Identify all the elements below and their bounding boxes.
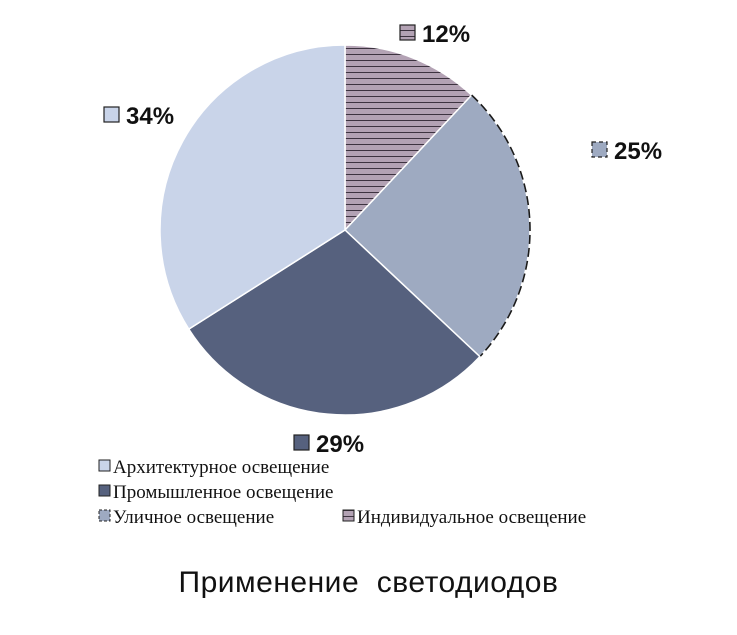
legend-swatch [98,459,111,472]
data-label-text: 29% [316,431,364,458]
chart-title: Применение светодиодов [178,566,559,599]
data-label-text: 12% [422,21,470,48]
data-label-text: 34% [126,103,174,130]
data-label-swatch [399,24,416,41]
data-label-swatch [591,141,608,158]
pie-chart: 12% 25% 29% 34% Архитектурное освещение Пром… [98,21,662,528]
data-label-уличное-освещение: 25% [591,138,662,165]
data-label-text: 25% [614,138,662,165]
legend-swatch [98,484,111,497]
legend-label: Промышленное освещение [113,482,333,503]
data-label-swatch [103,106,120,123]
data-label-архитектурное-освещение: 34% [103,103,174,130]
legend-item-промышленное-освещение: Промышленное освещение [98,482,333,503]
data-label-индивидуальное-освещение: 12% [399,21,470,48]
data-label-swatch [293,434,310,451]
legend-item-уличное-освещение: Уличное освещение [98,507,274,528]
legend-swatch [98,509,111,522]
legend-label: Уличное освещение [113,507,274,528]
pie-slice-индивидуальное-освещение [344,44,473,232]
legend-swatch [342,509,355,522]
legend-item-архитектурное-освещение: Архитектурное освещение [98,457,329,478]
pie-slice-промышленное-освещение [187,229,481,416]
pie-slice-dashed-border [471,94,531,358]
legend-label: Архитектурное освещение [113,457,329,478]
legend-label: Индивидуальное освещение [357,507,586,528]
data-label-промышленное-освещение: 29% [293,431,364,458]
legend-item-индивидуальное-освещение: Индивидуальное освещение [342,507,586,528]
pie-slice-архитектурное-освещение [159,44,346,331]
